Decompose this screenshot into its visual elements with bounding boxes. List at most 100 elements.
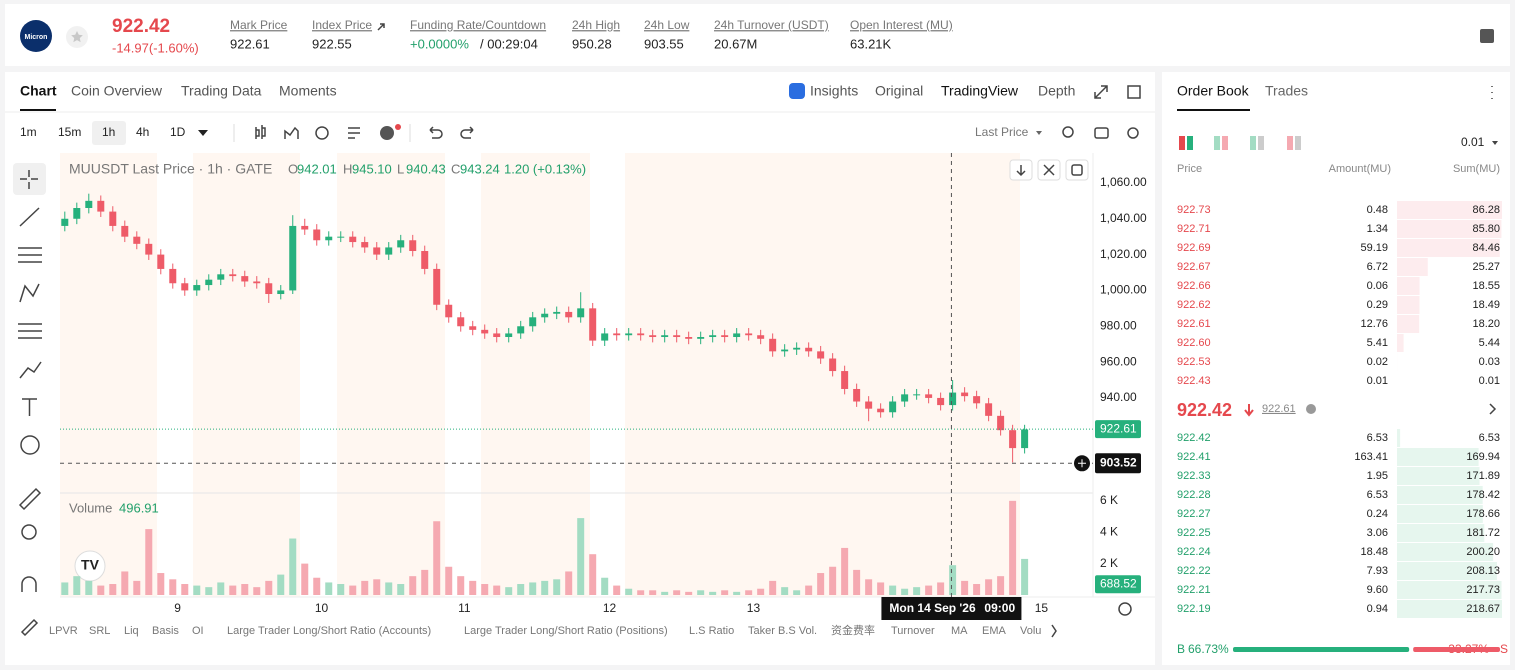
window-icon[interactable] bbox=[1127, 85, 1141, 99]
volume-bar bbox=[841, 547, 849, 595]
expand-icon[interactable] bbox=[1094, 85, 1108, 99]
indicator[interactable]: 资金费率 bbox=[831, 623, 875, 637]
dropdown-icon[interactable] bbox=[198, 130, 208, 136]
indicator[interactable]: Basis bbox=[152, 625, 179, 637]
volume-bar bbox=[853, 569, 861, 595]
interval[interactable]: 4h bbox=[136, 125, 149, 139]
replay-icon[interactable] bbox=[315, 126, 329, 140]
ruler-tool[interactable] bbox=[18, 487, 42, 511]
price-type[interactable]: Last Price bbox=[975, 125, 1029, 139]
volume-bar bbox=[97, 585, 105, 595]
ob-tab[interactable]: Trades bbox=[1265, 83, 1308, 99]
indicator[interactable]: Volu bbox=[1020, 625, 1041, 637]
icon[interactable] bbox=[1214, 136, 1220, 150]
interval[interactable]: 1h bbox=[102, 125, 115, 139]
ohlc-value: 945.10 bbox=[352, 161, 392, 176]
fib-tool[interactable] bbox=[18, 323, 42, 339]
view-tab[interactable]: Depth bbox=[1038, 83, 1075, 99]
candle-body bbox=[745, 333, 753, 336]
plus bbox=[1078, 459, 1086, 468]
indicator[interactable]: Large Trader Long/Short Ratio (Positions… bbox=[464, 625, 668, 637]
candle-body bbox=[529, 317, 537, 327]
precision[interactable]: 0.01 bbox=[1461, 135, 1485, 149]
layout-icons bbox=[1179, 136, 1301, 150]
ob-price: 922.28 bbox=[1177, 489, 1211, 501]
indicator[interactable]: MA bbox=[951, 625, 968, 637]
volume-bar bbox=[997, 576, 1005, 595]
volume-bar bbox=[781, 587, 789, 595]
reset-button[interactable] bbox=[1065, 159, 1089, 181]
dropdown-icon[interactable] bbox=[1492, 141, 1498, 145]
camera-icon[interactable] bbox=[1094, 127, 1109, 139]
settings-icon[interactable] bbox=[1118, 602, 1132, 616]
crosshair-tool[interactable] bbox=[20, 170, 38, 189]
coin-logo bbox=[20, 20, 52, 52]
ob-tab[interactable]: Order Book bbox=[1177, 83, 1250, 99]
indicator[interactable]: Turnover bbox=[891, 625, 935, 637]
search-icon[interactable] bbox=[1062, 126, 1074, 138]
magnet-tool[interactable] bbox=[21, 576, 37, 592]
candle-type-icon[interactable] bbox=[255, 125, 266, 139]
icon[interactable] bbox=[1250, 136, 1256, 150]
ohlc-change: 1.20 (+0.13%) bbox=[504, 161, 586, 176]
icon[interactable] bbox=[1179, 136, 1185, 150]
emoji-tool[interactable] bbox=[20, 435, 40, 455]
add-icon[interactable] bbox=[380, 126, 394, 140]
last-price: 922.42 bbox=[112, 16, 170, 37]
interval[interactable]: 15m bbox=[58, 125, 81, 139]
channel-tool[interactable] bbox=[18, 247, 42, 263]
candle-body bbox=[925, 394, 933, 398]
tab[interactable]: Chart bbox=[20, 83, 57, 99]
edit-tool[interactable] bbox=[20, 618, 39, 637]
undo-icon[interactable] bbox=[429, 126, 443, 139]
volume-bar bbox=[109, 584, 117, 595]
volume-bar bbox=[373, 579, 381, 595]
candle-body bbox=[421, 251, 429, 269]
indicator[interactable]: Large Trader Long/Short Ratio (Accounts) bbox=[227, 625, 431, 637]
ob-amount: 7.93 bbox=[1367, 565, 1388, 577]
indicator[interactable]: Liq bbox=[124, 625, 139, 637]
zoom-tool[interactable] bbox=[21, 524, 37, 540]
volume-bar bbox=[793, 590, 801, 595]
candle-body bbox=[97, 200, 105, 212]
volume-tick-label: 2 K bbox=[1100, 556, 1118, 570]
brush-tool[interactable] bbox=[19, 361, 42, 379]
volume-bar bbox=[913, 587, 921, 595]
ob-price: 922.27 bbox=[1177, 508, 1211, 520]
settings-icon[interactable] bbox=[1127, 127, 1139, 139]
depth-bar bbox=[1397, 581, 1502, 599]
tab[interactable]: Moments bbox=[279, 83, 337, 99]
volume-bar bbox=[337, 584, 345, 595]
ob-amount: 6.53 bbox=[1367, 432, 1388, 444]
line-tool[interactable] bbox=[19, 207, 40, 227]
dropdown-icon[interactable] bbox=[1036, 131, 1042, 135]
indicator[interactable]: SRL bbox=[89, 625, 110, 637]
indicator-icon[interactable] bbox=[284, 126, 299, 139]
volume-bar bbox=[949, 565, 957, 595]
indicator[interactable]: LPVR bbox=[49, 625, 78, 637]
interval[interactable]: 1m bbox=[20, 125, 37, 139]
tab[interactable]: Coin Overview bbox=[71, 83, 163, 99]
icon[interactable] bbox=[1287, 136, 1293, 150]
text-tool[interactable] bbox=[22, 398, 37, 416]
view-tab[interactable]: Original bbox=[875, 83, 923, 99]
indicator[interactable]: OI bbox=[192, 625, 204, 637]
depth-bar bbox=[1397, 600, 1502, 618]
redo-icon[interactable] bbox=[460, 126, 474, 139]
indicator[interactable]: Taker B.S Vol. bbox=[748, 625, 817, 637]
volume-bar bbox=[469, 580, 477, 595]
tab[interactable]: Trading Data bbox=[181, 83, 262, 99]
interval[interactable]: 1D bbox=[170, 125, 186, 139]
more-icon[interactable] bbox=[1051, 624, 1057, 638]
ob-sum: 25.27 bbox=[1472, 261, 1500, 273]
chevron[interactable] bbox=[1489, 403, 1497, 415]
view-tab[interactable]: TradingView bbox=[941, 83, 1019, 99]
settings-icon[interactable] bbox=[1480, 29, 1494, 43]
indicator[interactable]: L.S Ratio bbox=[689, 625, 734, 637]
indicator[interactable]: EMA bbox=[982, 625, 1007, 637]
icon bbox=[1187, 136, 1193, 150]
volume-bar bbox=[649, 590, 657, 595]
view-tab[interactable]: Insights bbox=[810, 83, 858, 99]
pattern-tool[interactable] bbox=[19, 283, 40, 303]
template-icon[interactable] bbox=[348, 127, 360, 139]
